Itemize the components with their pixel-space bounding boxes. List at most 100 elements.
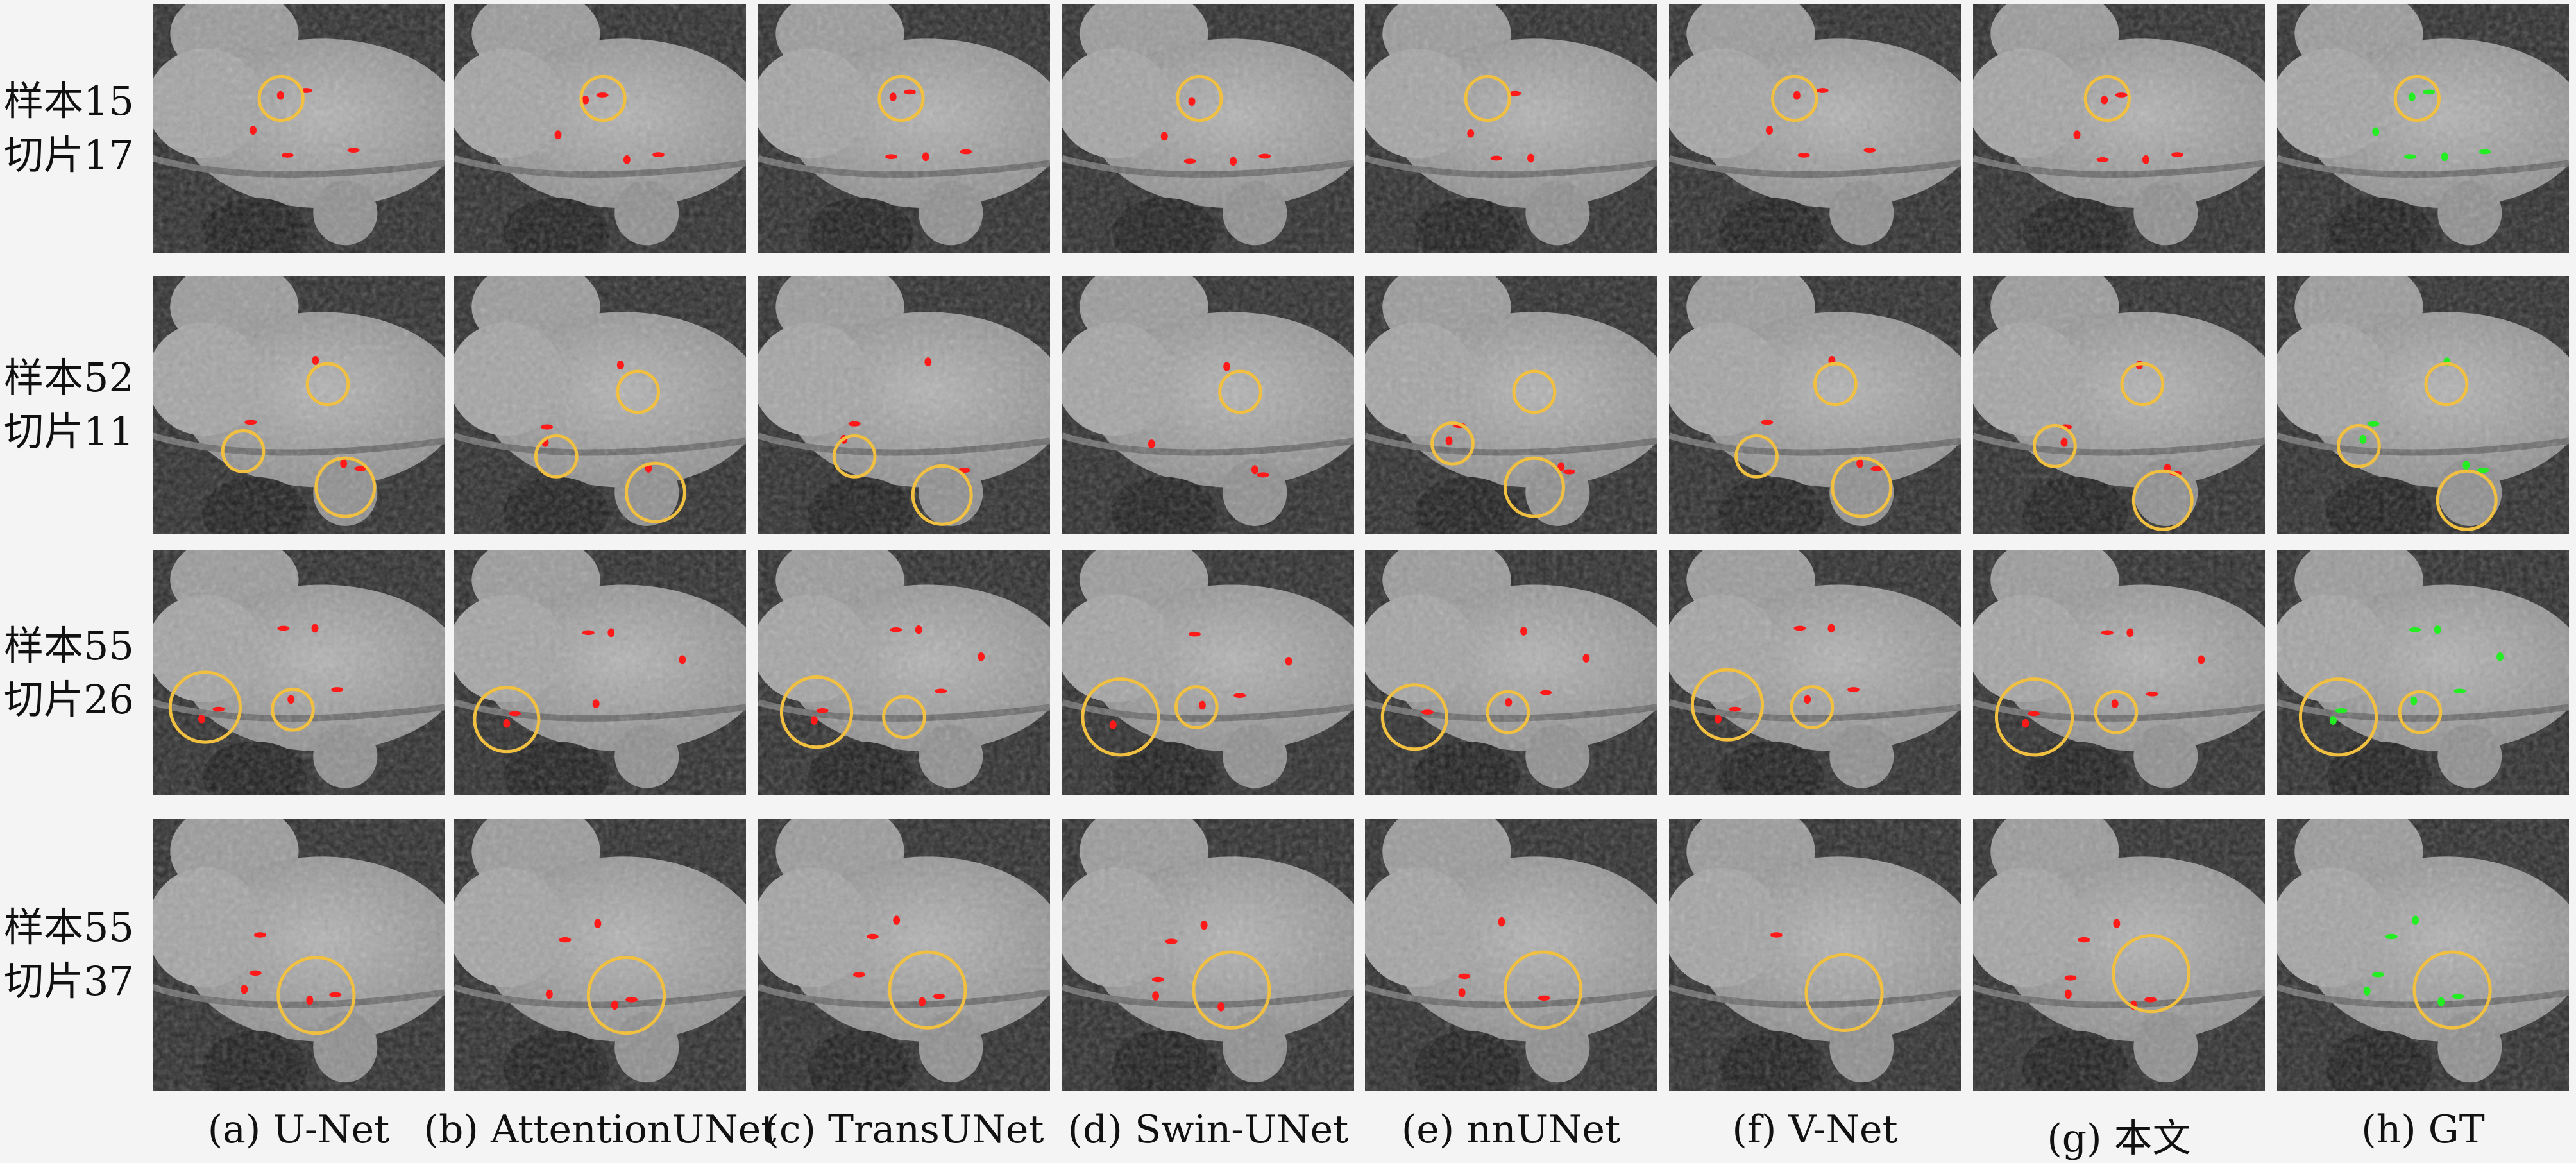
prediction-mark [559, 937, 572, 943]
prediction-mark [1793, 625, 1806, 631]
prediction-mark [1582, 654, 1590, 663]
prediction-mark [616, 361, 624, 370]
prediction-mark [1230, 157, 1237, 166]
ground-truth-mark [2423, 89, 2436, 95]
prediction-mark [281, 153, 294, 158]
prediction-mark [1766, 126, 1773, 135]
prediction-mark [1557, 462, 1565, 471]
highlight-circle [616, 369, 660, 414]
highlight-circle [2337, 423, 2381, 468]
highlight-circle [1380, 683, 1448, 751]
ct-slice-image [1669, 550, 1961, 795]
image-noise [758, 550, 1050, 795]
prediction-mark [1285, 656, 1292, 666]
prediction-mark [1770, 932, 1783, 938]
image-noise [1062, 550, 1354, 795]
prediction-mark [2142, 155, 2149, 164]
highlight-circle [534, 434, 579, 479]
ct-panel-r1-c1 [153, 4, 445, 253]
prediction-mark [810, 716, 818, 725]
image-noise [153, 4, 445, 253]
highlight-circle [2412, 950, 2492, 1030]
image-noise [1062, 819, 1354, 1091]
prediction-mark [1539, 690, 1552, 695]
ct-slice-image [2277, 550, 2569, 795]
prediction-mark [1183, 158, 1196, 164]
highlight-circle [473, 686, 541, 754]
ct-slice-image [153, 4, 445, 253]
prediction-mark [1160, 132, 1168, 141]
image-noise [1973, 4, 2265, 253]
highlight-circle [832, 434, 877, 479]
ct-panel-r2-c5 [1365, 276, 1657, 534]
ground-truth-mark [2329, 716, 2337, 725]
prediction-mark [592, 699, 600, 708]
ground-truth-mark [2437, 997, 2445, 1007]
image-noise [2277, 276, 2569, 534]
prediction-mark [250, 126, 257, 135]
highlight-circle [882, 695, 926, 740]
ct-panel-r2-c3 [758, 276, 1050, 534]
prediction-mark [1761, 420, 1774, 425]
prediction-mark [1200, 920, 1208, 930]
ct-slice-image [1973, 550, 2265, 795]
prediction-mark [1847, 687, 1860, 692]
prediction-mark [924, 357, 932, 367]
ct-slice-image [1365, 550, 1657, 795]
ct-slice-image [1062, 4, 1354, 253]
ct-slice-image [2277, 4, 2569, 253]
prediction-mark [1714, 714, 1722, 724]
ct-panel-r1-c7 [1973, 4, 2265, 253]
prediction-mark [1165, 938, 1178, 944]
ct-slice-image [1973, 819, 2265, 1091]
highlight-circle [2298, 677, 2378, 757]
row-label-1: 样本15 切片17 [0, 74, 151, 182]
prediction-mark [960, 149, 972, 155]
prediction-mark [893, 915, 901, 925]
prediction-mark [2111, 699, 2119, 708]
highlight-circle [1690, 668, 1765, 742]
prediction-mark [1189, 631, 1201, 637]
prediction-mark [2171, 152, 2183, 158]
prediction-mark [1505, 698, 1513, 707]
image-noise [1062, 4, 1354, 253]
prediction-mark [978, 652, 985, 661]
highlight-circle [221, 429, 266, 473]
ct-panel-r4-c2 [454, 819, 746, 1091]
highlight-circle [276, 955, 356, 1035]
highlight-circle [1081, 677, 1160, 757]
image-noise [1062, 276, 1354, 534]
ground-truth-mark [2367, 421, 2380, 427]
prediction-mark [2073, 130, 2081, 139]
prediction-mark [329, 992, 342, 997]
prediction-mark [1870, 466, 1883, 471]
ct-slice-image [758, 819, 1050, 1091]
highlight-circle [314, 456, 377, 518]
column-caption-6: (f) V-Net [1732, 1107, 1898, 1152]
prediction-mark [607, 628, 615, 638]
prediction-mark [354, 466, 367, 471]
prediction-mark [2115, 92, 2128, 98]
prediction-mark [915, 625, 922, 634]
prediction-mark [866, 933, 879, 940]
prediction-mark [545, 989, 553, 999]
ct-panel-r1-c3 [758, 4, 1050, 253]
ct-slice-image [1669, 276, 1961, 534]
prediction-mark [198, 714, 205, 724]
prediction-mark [885, 154, 897, 160]
highlight-circle [2398, 690, 2443, 734]
prediction-mark [340, 459, 348, 468]
ground-truth-mark [2410, 696, 2418, 706]
ground-truth-mark [2462, 461, 2470, 470]
highlight-circle [1771, 74, 1818, 123]
image-noise [758, 819, 1050, 1091]
highlight-circle [1503, 456, 1565, 518]
highlight-circle [257, 74, 305, 123]
image-noise [1365, 819, 1657, 1091]
row-sample-label: 样本55 [4, 622, 134, 669]
ground-truth-mark [2363, 986, 2371, 996]
column-caption-3: (c) TransUNet [764, 1107, 1044, 1152]
prediction-mark [1233, 693, 1246, 698]
ct-slice-image [454, 550, 746, 795]
row-sample-label: 样本15 [4, 78, 134, 124]
